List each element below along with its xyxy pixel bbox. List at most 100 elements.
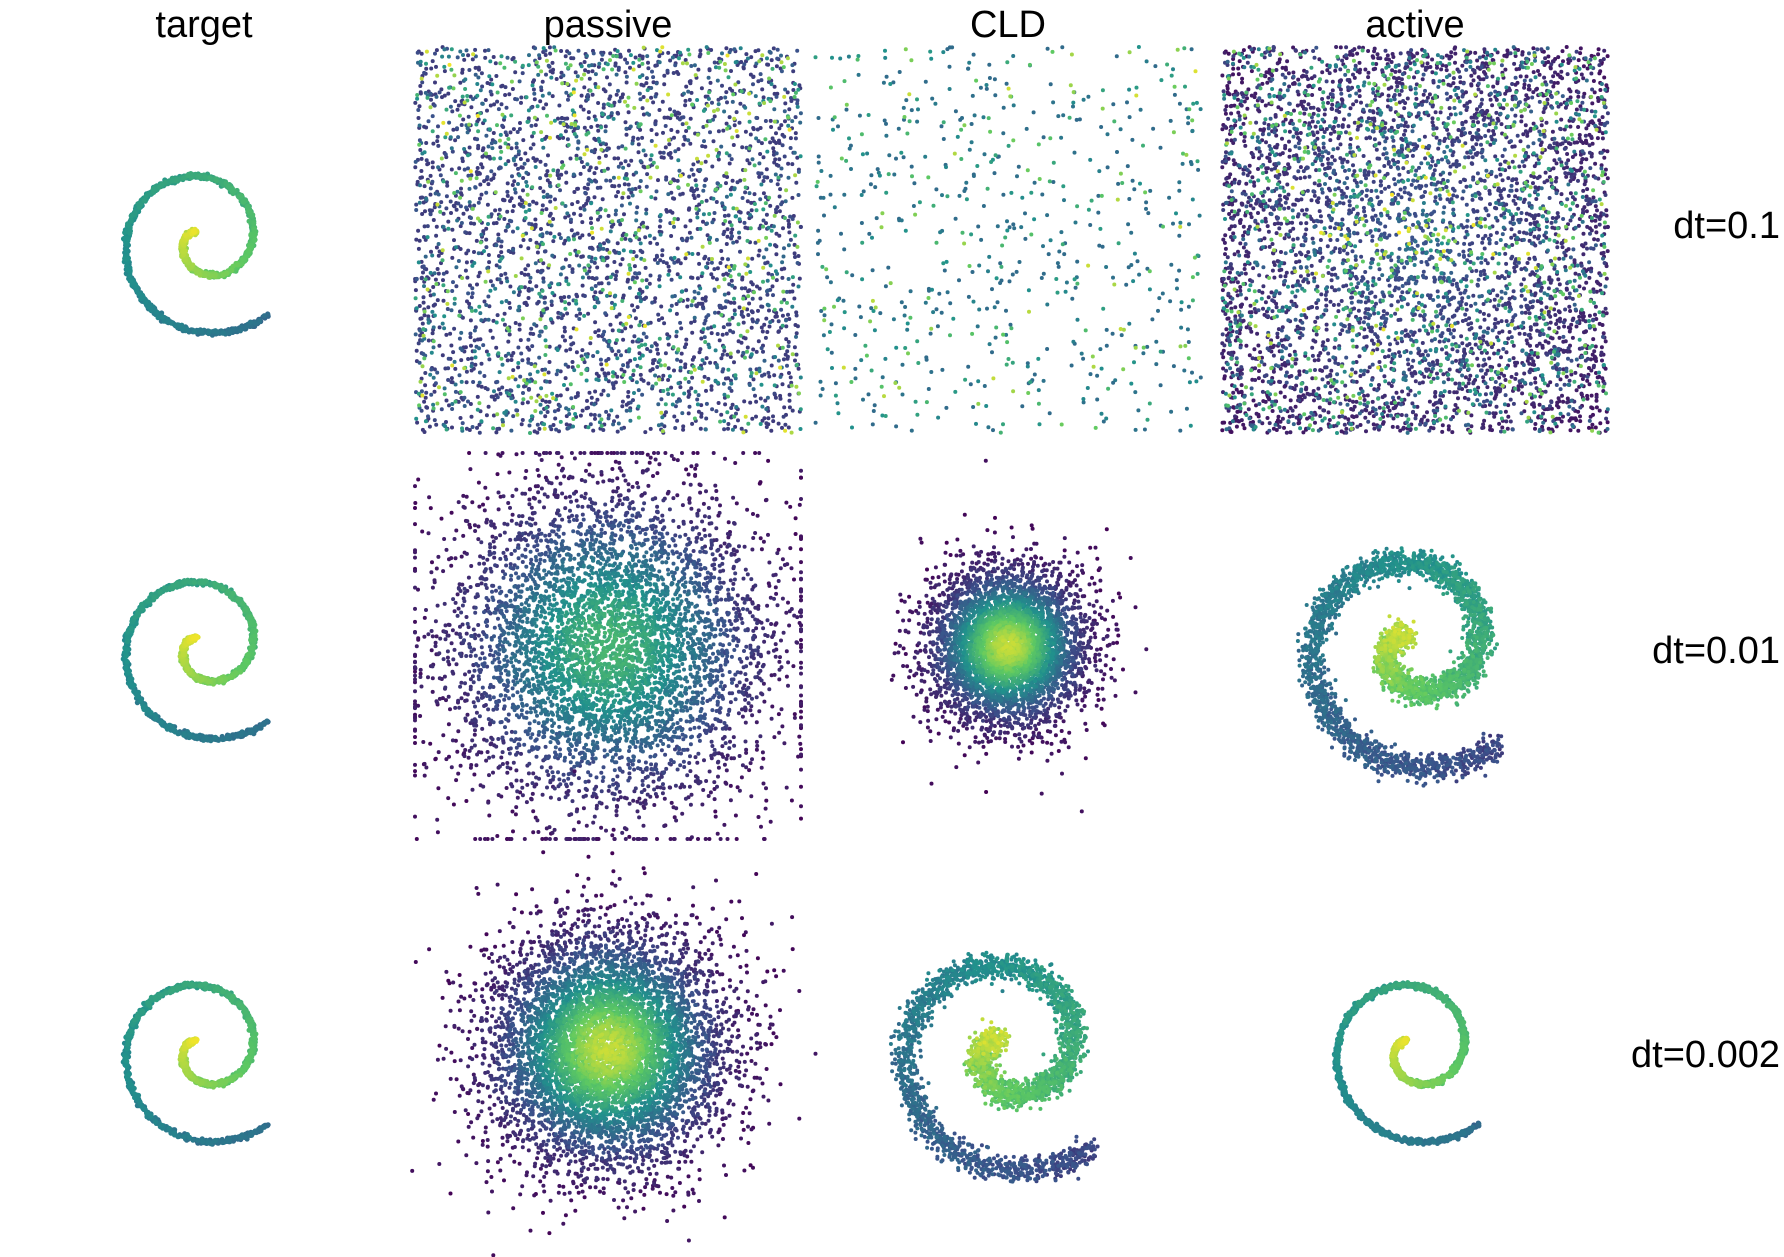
scatter-point — [748, 213, 753, 217]
scatter-point — [743, 262, 748, 267]
scatter-point — [822, 213, 826, 218]
scatter-point — [789, 383, 794, 388]
scatter-point — [415, 96, 420, 101]
scatter-point — [487, 357, 492, 362]
scatter-point — [622, 212, 626, 217]
scatter-point — [652, 236, 657, 241]
scatter-point — [593, 416, 597, 421]
scatter-point — [774, 207, 778, 212]
scatter-point — [748, 367, 753, 372]
scatter-point — [780, 382, 785, 387]
scatter-point — [566, 282, 571, 287]
scatter-point — [785, 56, 790, 61]
scatter-point — [220, 330, 226, 336]
scatter-point — [654, 253, 659, 258]
scatter-point — [475, 394, 480, 399]
scatter-point — [562, 325, 567, 330]
column-title: active — [1315, 2, 1515, 48]
scatter-point — [515, 130, 520, 134]
scatter-point — [123, 247, 129, 254]
scatter-point — [457, 373, 462, 378]
scatter-point — [678, 275, 683, 280]
scatter-point — [555, 348, 560, 352]
scatter-point — [782, 246, 786, 251]
scatter-point — [416, 116, 421, 120]
scatter-point — [173, 178, 180, 184]
scatter-point — [608, 275, 613, 280]
scatter-point — [598, 214, 603, 219]
scatter-point — [484, 151, 488, 156]
scatter-point — [769, 228, 774, 233]
scatter-point — [769, 428, 774, 433]
scatter-point — [533, 46, 538, 51]
scatter-point — [431, 292, 436, 297]
scatter-point — [593, 117, 598, 122]
scatter-point — [515, 97, 519, 102]
scatter-point — [643, 430, 648, 435]
scatter-point — [445, 307, 450, 311]
scatter-point — [519, 422, 524, 427]
scatter-point — [712, 324, 717, 329]
scatter-point — [590, 230, 595, 235]
scatter-point — [669, 128, 674, 132]
scatter-point — [509, 388, 514, 393]
scatter-point — [528, 280, 532, 284]
scatter-point — [829, 322, 834, 327]
scatter-point — [527, 387, 532, 391]
scatter-point — [453, 99, 458, 104]
scatter-point — [636, 404, 641, 409]
scatter-point — [542, 422, 547, 427]
scatter-point — [436, 124, 440, 129]
scatter-point — [423, 419, 428, 424]
scatter-point — [616, 164, 621, 169]
scatter-point — [764, 247, 769, 252]
scatter-point — [467, 145, 472, 150]
scatter-point — [696, 251, 701, 256]
scatter-point — [609, 346, 614, 351]
scatter-point — [671, 345, 676, 350]
scatter-point — [718, 303, 723, 308]
scatter-point — [532, 322, 537, 327]
scatter-point — [421, 295, 426, 300]
scatter-point — [894, 424, 899, 429]
scatter-point — [793, 90, 798, 95]
scatter-point — [587, 76, 592, 81]
scatter-point — [550, 94, 555, 99]
scatter-point — [701, 306, 706, 311]
scatter-point — [623, 99, 627, 104]
scatter-point — [498, 214, 503, 219]
scatter-point — [747, 301, 752, 306]
scatter-point — [797, 276, 802, 281]
scatter-point — [731, 330, 736, 335]
scatter-point — [844, 107, 849, 112]
scatter-point — [692, 315, 697, 320]
scatter-point — [555, 368, 560, 373]
scatter-point — [672, 260, 677, 265]
scatter-point — [526, 246, 531, 251]
scatter-point — [678, 385, 683, 390]
scatter-point — [573, 395, 578, 400]
scatter-point — [750, 416, 755, 421]
scatter-point — [555, 170, 560, 175]
scatter-point — [638, 159, 643, 164]
scatter-point — [790, 275, 795, 280]
scatter-point — [871, 409, 876, 413]
scatter-point — [567, 51, 572, 56]
scatter-point — [792, 345, 797, 350]
scatter-point — [680, 411, 685, 416]
scatter-point — [582, 152, 587, 157]
scatter-point — [486, 182, 491, 187]
scatter-point — [798, 375, 803, 380]
scatter-point — [459, 358, 464, 363]
scatter-point — [782, 109, 787, 114]
scatter-point — [252, 237, 258, 243]
scatter-point — [706, 96, 711, 101]
scatter-point — [422, 150, 427, 155]
scatter-point — [127, 230, 133, 236]
scatter-point — [780, 275, 785, 280]
scatter-point — [772, 383, 777, 388]
scatter-point — [621, 191, 626, 196]
scatter-point — [478, 196, 482, 201]
scatter-point — [790, 304, 795, 309]
scatter-point — [420, 364, 425, 369]
